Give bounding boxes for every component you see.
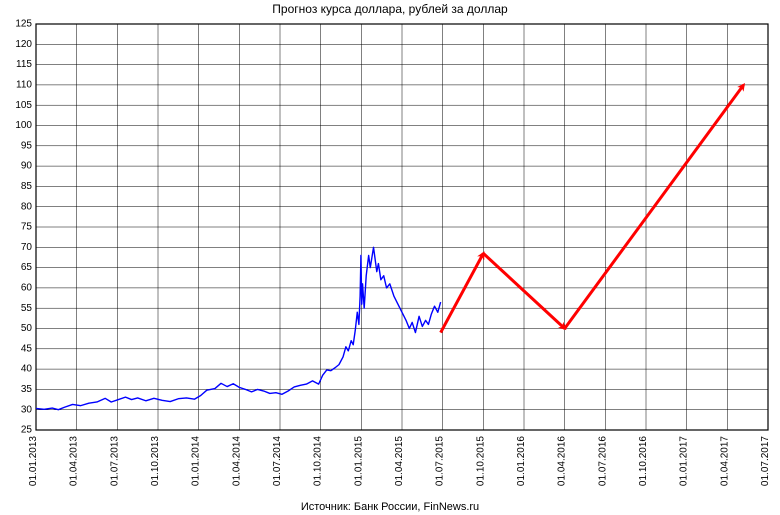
x-tick-label: 01.07.2014 [272,436,283,486]
y-tick-label: 45 [21,343,33,354]
x-tick-label: 01.04.2017 [719,436,730,486]
y-tick-label: 105 [15,100,32,111]
x-tick-label: 01.01.2014 [191,436,202,486]
x-tick-label: 01.07.2016 [597,436,608,486]
y-tick-label: 75 [21,222,33,233]
y-tick-label: 70 [21,242,33,253]
chart-container: Прогноз курса доллара, рублей за доллар … [0,0,780,515]
x-tick-label: 01.01.2017 [679,436,690,486]
y-tick-label: 30 [21,404,33,415]
y-tick-label: 80 [21,201,33,212]
y-tick-label: 90 [21,161,33,172]
x-tick-label: 01.07.2015 [435,436,446,486]
x-tick-label: 01.04.2015 [394,436,405,486]
chart-source: Источник: Банк России, FinNews.ru [0,501,780,513]
x-tick-label: 01.04.2014 [231,436,242,486]
y-tick-label: 85 [21,181,33,192]
y-tick-label: 65 [21,262,33,273]
y-tick-label: 120 [15,39,32,50]
y-tick-label: 95 [21,140,33,151]
y-tick-label: 115 [16,59,32,70]
x-tick-label: 01.01.2016 [516,436,527,486]
y-tick-label: 110 [16,80,32,91]
x-tick-label: 01.01.2015 [353,436,364,486]
x-tick-label: 01.10.2015 [475,436,486,486]
y-tick-label: 60 [21,283,33,294]
y-tick-label: 50 [21,323,33,334]
x-tick-label: 01.01.2013 [28,436,39,486]
y-tick-label: 40 [21,364,33,375]
x-tick-label: 01.04.2016 [557,436,568,486]
x-tick-label: 01.10.2013 [150,436,161,486]
x-tick-label: 01.10.2016 [638,436,649,486]
x-tick-label: 01.10.2014 [313,436,324,486]
x-tick-label: 01.07.2017 [760,436,771,486]
y-tick-label: 125 [15,19,32,30]
y-tick-label: 55 [21,303,33,314]
chart-svg: 25 30 35 40 45 50 55 60 65 70 75 80 85 90 95 100 105 110 1… [0,0,780,515]
y-tick-label: 25 [21,425,33,436]
y-tick-label: 35 [21,384,33,395]
y-tick-label: 100 [15,120,32,131]
x-tick-label: 01.07.2013 [109,436,120,486]
x-tick-label: 01.04.2013 [69,436,80,486]
